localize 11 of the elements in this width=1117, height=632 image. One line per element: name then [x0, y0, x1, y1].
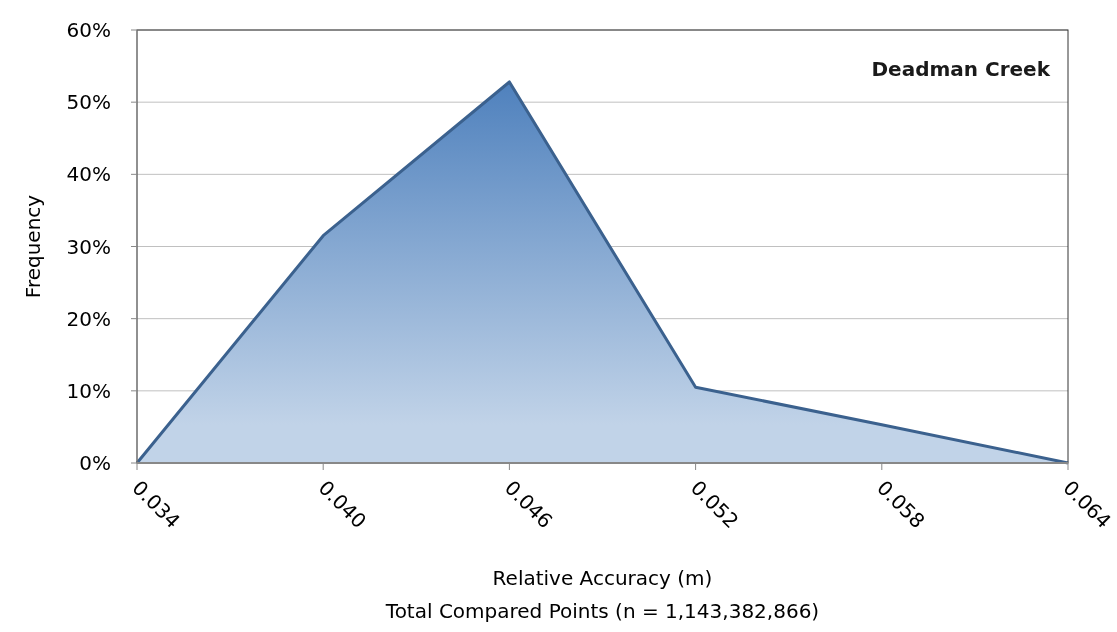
x-axis-title: Relative Accuracy (m) [492, 566, 713, 590]
y-axis-title: Frequency [21, 194, 45, 299]
text: Deadman Creek [871, 57, 1051, 81]
y-tick-label: 60% [66, 18, 111, 42]
y-tick-label: 40% [66, 162, 111, 187]
y-tick-label: 10% [66, 378, 111, 403]
y-tick-label: 20% [66, 306, 111, 331]
y-tick-label: 30% [66, 234, 111, 259]
text: Total Compared Points (n = 1,143,382,866) [384, 599, 820, 623]
y-tick-label: 50% [66, 90, 111, 115]
y-tick-label: 0% [79, 451, 111, 475]
